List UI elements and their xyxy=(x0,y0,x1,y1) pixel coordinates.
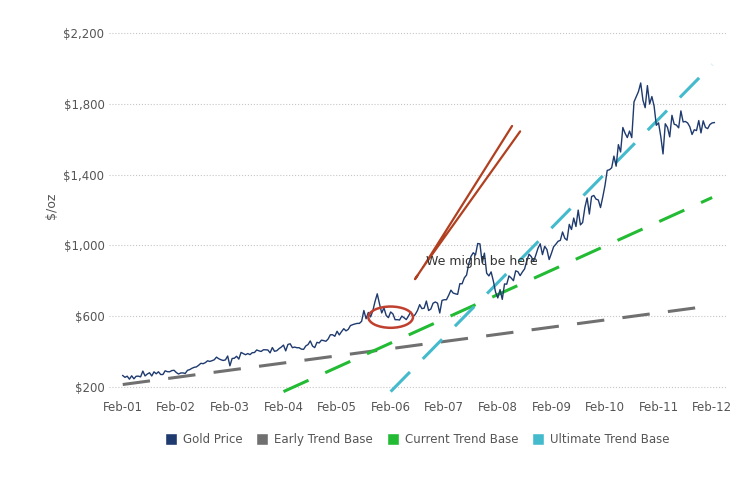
Legend: Gold Price, Early Trend Base, Current Trend Base, Ultimate Trend Base: Gold Price, Early Trend Base, Current Tr… xyxy=(160,429,675,451)
Y-axis label: $/oz: $/oz xyxy=(45,192,58,219)
Text: We might be here: We might be here xyxy=(426,255,538,268)
